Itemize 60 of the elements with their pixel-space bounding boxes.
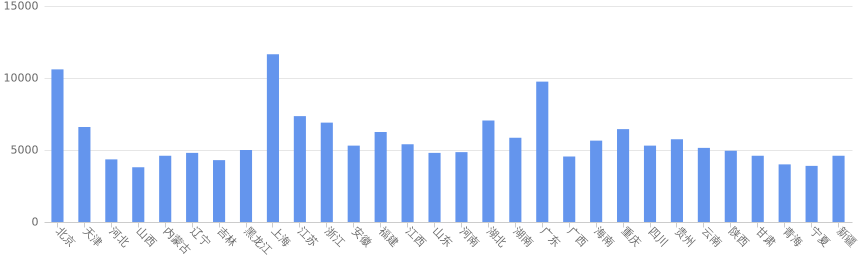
x-tick-label: 北京: [53, 224, 78, 250]
x-tick-label: 安徽: [349, 224, 374, 250]
bar: [778, 164, 791, 222]
x-tick-label: 新疆: [834, 224, 860, 250]
x-tick-label: 湖北: [484, 224, 509, 250]
x-tick-label: 江苏: [296, 224, 320, 250]
bar: [590, 140, 602, 222]
y-tick-label: 0: [32, 216, 38, 228]
x-tick-label: 江西: [403, 224, 428, 250]
bar: [617, 129, 630, 222]
x-tick-label: 四川: [646, 224, 671, 250]
bar: [240, 150, 252, 222]
bar: [159, 156, 172, 222]
bar: [266, 54, 279, 222]
x-tick-label: 河北: [107, 224, 132, 250]
bar: [832, 156, 845, 222]
bar: [806, 166, 818, 222]
x-tick-label: 天津: [80, 224, 105, 250]
bar: [78, 126, 90, 222]
x-tick-label: 广西: [564, 224, 590, 250]
x-tick-label: 陕西: [726, 224, 752, 250]
bar: [213, 160, 226, 222]
x-tick-label: 浙江: [322, 224, 348, 250]
bar: [724, 150, 737, 222]
x-tick-label: 山东: [430, 224, 456, 250]
bar: [563, 156, 576, 222]
x-tick-label: 青海: [780, 224, 806, 250]
x-tick-label: 甘肃: [753, 224, 778, 250]
x-tick-label: 吉林: [214, 224, 240, 250]
bar: [320, 122, 333, 222]
bar: [132, 167, 144, 222]
x-tick-label: 广东: [538, 224, 563, 250]
bar: [670, 139, 683, 222]
bar: [428, 152, 441, 222]
x-tick-label: 海南: [592, 224, 617, 250]
x-tick-label: 山西: [134, 224, 159, 250]
bar: [186, 152, 198, 222]
x-tick-label: 云南: [700, 224, 724, 250]
bar: [294, 116, 306, 222]
y-tick-label: 10000: [4, 72, 38, 84]
bar: [698, 148, 710, 222]
bar: [509, 138, 522, 222]
bar: [51, 69, 64, 222]
bar: [374, 132, 387, 222]
bar: [752, 156, 764, 222]
bar: [105, 159, 118, 222]
x-tick-label: 河南: [457, 224, 482, 250]
x-tick-label: 湖南: [511, 224, 536, 250]
x-tick-label: 贵州: [672, 224, 698, 250]
bar: [402, 144, 414, 222]
x-tick-label: 宁夏: [807, 224, 832, 250]
x-tick-label: 重庆: [618, 224, 644, 250]
x-tick-label: 福建: [376, 224, 402, 250]
bar: [644, 146, 656, 222]
bar: [455, 152, 468, 222]
y-tick-label: 15000: [4, 0, 38, 12]
bar: [482, 120, 494, 222]
bar: [536, 82, 548, 222]
bar: [348, 146, 360, 222]
y-tick-label: 5000: [10, 144, 38, 156]
